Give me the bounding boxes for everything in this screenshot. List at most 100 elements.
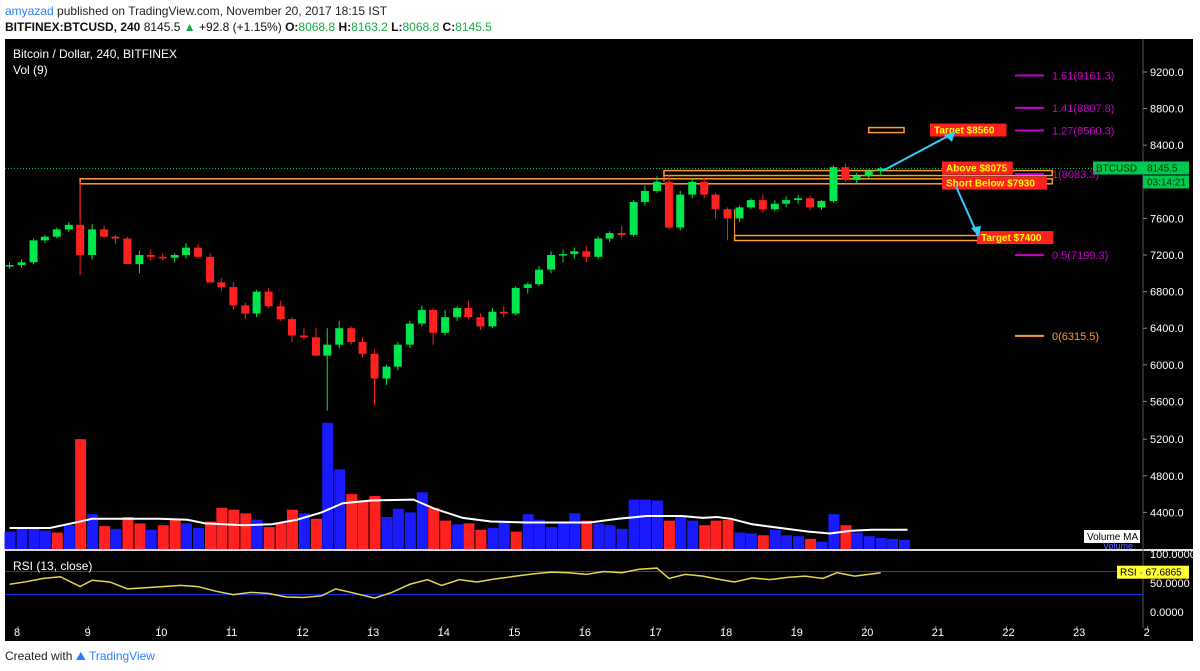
volume-bar (558, 523, 570, 549)
last-price-tag-bg (1093, 161, 1143, 175)
time-tick-label: 20 (861, 627, 873, 639)
volume-bar (4, 531, 16, 549)
volume-bar (346, 494, 358, 549)
volume-bar (416, 492, 428, 549)
publish-info: amyazad published on TradingView.com, No… (5, 4, 387, 18)
price-axis[interactable]: 5600.06000.06400.06800.07200.07600.08000… (5, 39, 1193, 628)
candle-body (605, 233, 614, 239)
candle-body (370, 353, 379, 379)
candle-body (123, 238, 132, 265)
candle-body (652, 181, 661, 191)
candle-body (194, 247, 203, 257)
symbol-label: BITFINEX:BTCUSD, 240 (5, 20, 141, 34)
candle-body (688, 181, 697, 195)
rsi-tick-label: 0.0000 (1150, 607, 1184, 619)
volume-bar (546, 527, 558, 549)
candle-body (358, 341, 367, 354)
annotation-box (930, 123, 1007, 137)
volume-bar (251, 519, 263, 549)
candle-body (182, 247, 191, 255)
candle-body (829, 167, 838, 202)
volume-bar (534, 519, 546, 549)
volume-bar (39, 530, 51, 549)
volume-bar (310, 518, 322, 549)
volume-bar (581, 520, 593, 549)
level-upper (663, 169, 1054, 177)
candle-body (746, 200, 755, 208)
volume-tick-label: 4800.0 (1150, 471, 1184, 483)
candle-body (252, 291, 261, 314)
candle-body (617, 233, 626, 235)
published-text: published on TradingView.com, November 2… (57, 4, 388, 18)
price-tick-label: 6000.0 (1150, 360, 1184, 372)
rsi-value-tag: RSI · 67.6865 (1120, 568, 1182, 579)
candle-body (535, 269, 544, 285)
candle-body (723, 209, 732, 219)
arrow-head-icon (971, 225, 981, 237)
tradingview-brand[interactable]: TradingView (88, 649, 155, 663)
volume-bar (887, 538, 899, 549)
volume-bar (193, 527, 205, 549)
rsi-tick-label: 100.0000 (1150, 549, 1196, 561)
volume-bar (216, 507, 228, 549)
volume-ma-line (9, 498, 908, 535)
level-target-high (867, 126, 905, 134)
candle-body (794, 198, 803, 201)
candle-body (335, 328, 344, 345)
volume-bar (487, 527, 499, 549)
volume-tick-label: 5200.0 (1150, 434, 1184, 446)
arrow-head-icon (944, 131, 955, 142)
fib-extension: 1.61(9161.3) 1.41(8807.8) 1.27(8560.3) 1(80… (1015, 71, 1114, 343)
time-axis[interactable]: 8 9 10 11 12 13 14 15 16 17 18 19 20 21 22 23 2 (14, 626, 1150, 639)
candle-body (405, 323, 414, 345)
volume-bar (663, 520, 675, 549)
volume-bar (134, 523, 146, 549)
volume-bar (298, 513, 310, 549)
volume-bar (205, 521, 217, 549)
volume-bar (51, 532, 63, 549)
volume-bar (639, 499, 651, 549)
volume-bar (404, 512, 416, 549)
volume-bar (475, 529, 487, 549)
close-value: 8145.5 (455, 20, 492, 34)
annotation-box (977, 231, 1054, 245)
time-tick-label: 12 (296, 627, 308, 639)
price-tick-label: 6400.0 (1150, 323, 1184, 335)
author-link[interactable]: amyazad (5, 4, 54, 18)
vol-legend: Vol (9) (13, 63, 48, 77)
volume-bar (228, 509, 240, 549)
candle-body (287, 319, 296, 336)
volume-bar (381, 516, 393, 549)
candle-body (217, 282, 226, 288)
volume-bar (628, 499, 640, 549)
chart-canvas[interactable]: 5600.06000.06400.06800.07200.07600.08000… (0, 38, 1200, 644)
volume-bar (840, 525, 852, 549)
symbol-quote-line: BITFINEX:BTCUSD, 240 8145.5 ▲ +92.8 (+1.… (5, 20, 492, 34)
candle-body (29, 240, 38, 263)
fib-level-label: 1.41(8807.8) (1052, 103, 1114, 115)
volume-bar (710, 520, 722, 549)
candles (5, 163, 885, 411)
candle-body (464, 308, 473, 318)
candle-body (264, 291, 273, 307)
candle-body (382, 366, 391, 379)
candle-body (511, 287, 520, 314)
volume-bar (357, 500, 369, 549)
volume-bar (793, 536, 805, 549)
fib-level-label: 1.61(9161.3) (1052, 71, 1114, 83)
volume-bar (322, 422, 334, 549)
price-tick-label: 7600.0 (1150, 213, 1184, 225)
volume-bar (428, 507, 440, 549)
volume-bar (463, 523, 475, 549)
volume-ma-tag: Volume MA · 5K (1087, 532, 1159, 543)
volume-bar (286, 509, 298, 549)
volume-bar (734, 532, 746, 549)
volume-bar (522, 514, 534, 549)
candle-body (476, 317, 485, 327)
volume-bar (510, 531, 522, 549)
rsi-value-tag-bg (1117, 565, 1189, 579)
volume-bar (863, 536, 875, 549)
volume-bar (392, 508, 404, 549)
candle-body (170, 255, 179, 258)
